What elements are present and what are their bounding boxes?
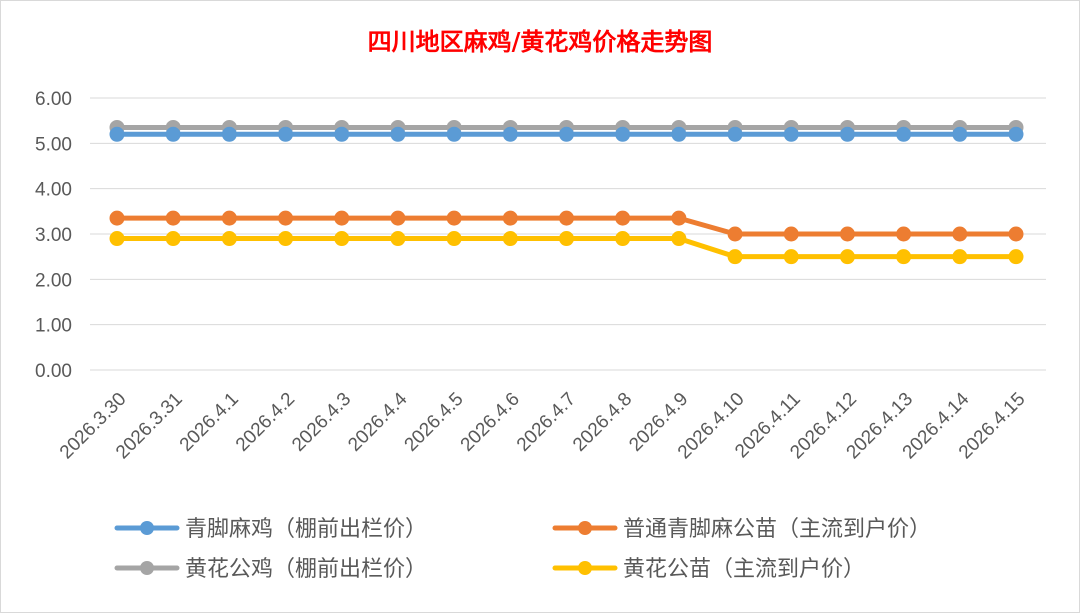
x-tick-label: 2026.4.3 xyxy=(288,389,355,456)
y-tick-label: 3.00 xyxy=(35,225,72,246)
data-point xyxy=(334,231,350,247)
data-point xyxy=(559,126,574,142)
x-tick-label: 2026.4.6 xyxy=(457,389,524,456)
data-point xyxy=(952,226,968,242)
data-point xyxy=(390,210,406,226)
y-tick-label: 1.00 xyxy=(35,316,72,337)
data-point xyxy=(334,210,350,226)
data-point xyxy=(783,249,799,265)
legend-marker xyxy=(140,561,154,575)
data-point xyxy=(896,226,912,242)
legend-item: 普通青脚麻公苗（主流到户价） xyxy=(552,517,931,542)
legend-label: 黄花公鸡（棚前出栏价） xyxy=(185,557,427,582)
data-point xyxy=(615,231,631,247)
y-tick-label: 4.00 xyxy=(35,180,72,201)
y-axis: 0.00 1.00 2.00 3.00 4.00 5.00 6.00 xyxy=(35,89,72,382)
data-point xyxy=(334,126,350,142)
x-tick-label: 2026.4.1 xyxy=(176,389,243,456)
data-point xyxy=(278,231,294,247)
data-point xyxy=(727,249,743,265)
data-point xyxy=(952,126,968,142)
data-point xyxy=(952,249,968,265)
legend-marker xyxy=(140,521,154,535)
gridlines xyxy=(90,97,1046,371)
data-point xyxy=(502,231,518,247)
y-tick-label: 0.00 xyxy=(35,361,72,382)
data-point xyxy=(615,126,631,142)
data-point xyxy=(671,231,687,247)
data-point xyxy=(502,126,518,142)
data-point xyxy=(165,231,181,247)
legend-item: 青脚麻鸡（棚前出栏价） xyxy=(114,517,427,542)
data-point xyxy=(783,126,799,142)
data-point xyxy=(839,249,855,265)
data-point xyxy=(390,231,406,247)
y-tick-label: 6.00 xyxy=(35,89,72,110)
data-point xyxy=(221,210,237,226)
data-point xyxy=(1008,249,1024,265)
series-2 xyxy=(109,210,1024,242)
data-point xyxy=(559,210,574,226)
data-point xyxy=(221,126,237,142)
data-point xyxy=(165,126,181,142)
legend-label: 黄花公苗（主流到户价） xyxy=(623,557,865,582)
legend-label: 普通青脚麻公苗（主流到户价） xyxy=(623,517,931,542)
data-point xyxy=(109,210,125,226)
x-axis: 2026.3.302026.3.312026.4.12026.4.22026.4… xyxy=(56,388,1030,463)
data-point xyxy=(446,126,462,142)
series-4 xyxy=(109,231,1024,265)
data-point xyxy=(671,126,687,142)
data-point xyxy=(727,126,743,142)
series-1 xyxy=(109,126,1024,142)
data-point xyxy=(671,210,687,226)
chart-title: 四川地区麻鸡/黄花鸡价格走势图 xyxy=(368,27,713,56)
data-point xyxy=(278,210,294,226)
data-point xyxy=(109,231,125,247)
series-group xyxy=(109,119,1024,265)
x-tick-label: 2026.4.7 xyxy=(513,389,580,456)
legend-marker xyxy=(578,521,592,535)
x-tick-label: 2026.4.5 xyxy=(401,389,468,456)
data-point xyxy=(109,126,125,142)
data-point xyxy=(390,126,406,142)
data-point xyxy=(446,210,462,226)
legend-item: 黄花公苗（主流到户价） xyxy=(552,557,865,582)
legend-item: 黄花公鸡（棚前出栏价） xyxy=(114,557,427,582)
data-point xyxy=(278,126,294,142)
y-tick-label: 2.00 xyxy=(35,270,72,291)
data-point xyxy=(1008,126,1024,142)
x-tick-label: 2026.4.2 xyxy=(232,389,299,456)
y-tick-label: 5.00 xyxy=(35,134,72,155)
legend-label: 青脚麻鸡（棚前出栏价） xyxy=(185,517,427,542)
data-point xyxy=(615,210,631,226)
data-point xyxy=(727,226,743,242)
data-point xyxy=(446,231,462,247)
data-point xyxy=(1008,226,1024,242)
data-point xyxy=(502,210,518,226)
data-point xyxy=(896,126,912,142)
x-tick-label: 2026.4.4 xyxy=(344,388,411,455)
data-point xyxy=(839,226,855,242)
data-point xyxy=(165,210,181,226)
data-point xyxy=(839,126,855,142)
data-point xyxy=(221,231,237,247)
legend-marker xyxy=(578,561,592,575)
data-point xyxy=(559,231,574,247)
x-tick-label: 2026.4.8 xyxy=(569,389,636,456)
legend: 青脚麻鸡（棚前出栏价） 普通青脚麻公苗（主流到户价） 黄花公鸡（棚前出栏价） 黄花公苗… xyxy=(114,517,931,582)
data-point xyxy=(896,249,912,265)
data-point xyxy=(783,226,799,242)
